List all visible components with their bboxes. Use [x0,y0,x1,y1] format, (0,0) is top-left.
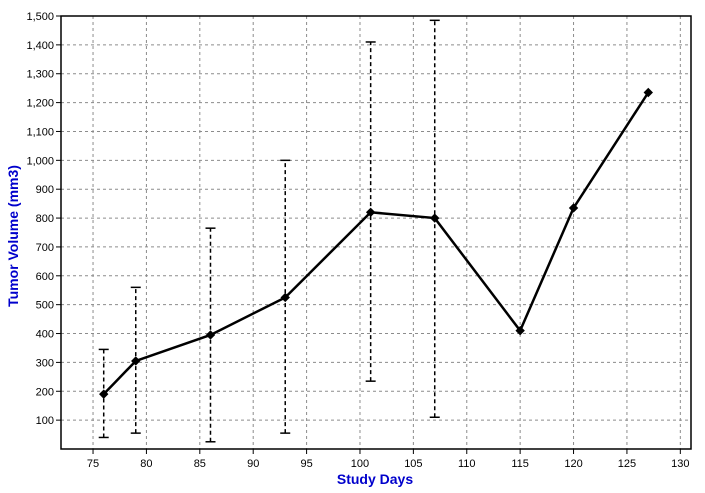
x-tick-label: 95 [300,458,312,470]
y-tick-label: 500 [36,300,54,312]
x-axis-title: Study Days [337,471,413,487]
x-tick-label: 80 [140,458,152,470]
plot-background [61,16,691,449]
data-point-marker [99,389,109,399]
y-tick-label: 1,200 [26,98,54,110]
tick-labels: 75 80 85 90 95 100 105 110 115 120 125 130 100 200 300… [26,11,689,470]
data-point-marker [430,213,440,223]
data-series [99,87,653,399]
y-tick-label: 1,000 [26,155,54,167]
y-tick-label: 700 [36,242,54,254]
data-point-marker [568,203,579,213]
data-point-marker [643,87,653,98]
y-tick-label: 1,100 [26,126,54,138]
y-tick-label: 900 [36,184,54,196]
axes [56,15,692,454]
y-axis-title: Tumor Volume (mm3) [5,165,21,307]
y-tick-label: 100 [36,415,54,427]
data-point-marker [280,292,290,303]
data-point-marker [365,207,376,218]
y-tick-label: 200 [36,386,54,398]
y-tick-label: 800 [36,213,54,225]
x-tick-label: 90 [247,458,259,470]
y-tick-label: 1,400 [26,40,54,52]
x-tick-label: 105 [404,458,422,470]
y-tick-label: 300 [36,357,54,369]
data-point-marker [515,325,525,336]
data-point-marker [205,330,216,340]
x-tick-label: 120 [564,458,582,470]
y-tick-label: 1,300 [26,69,54,81]
x-tick-label: 125 [618,458,636,470]
x-tick-label: 130 [671,458,689,470]
x-tick-label: 75 [87,458,99,470]
plot-frame [60,15,692,450]
data-point-marker [131,356,141,366]
x-tick-label: 110 [458,458,476,470]
y-tick-label: 400 [36,329,54,341]
x-tick-label: 100 [351,458,369,470]
x-tick-label: 85 [194,458,206,470]
grid [61,15,691,449]
y-tick-label: 600 [36,271,54,283]
x-tick-label: 115 [511,458,529,470]
y-tick-label: 1,500 [26,11,54,23]
